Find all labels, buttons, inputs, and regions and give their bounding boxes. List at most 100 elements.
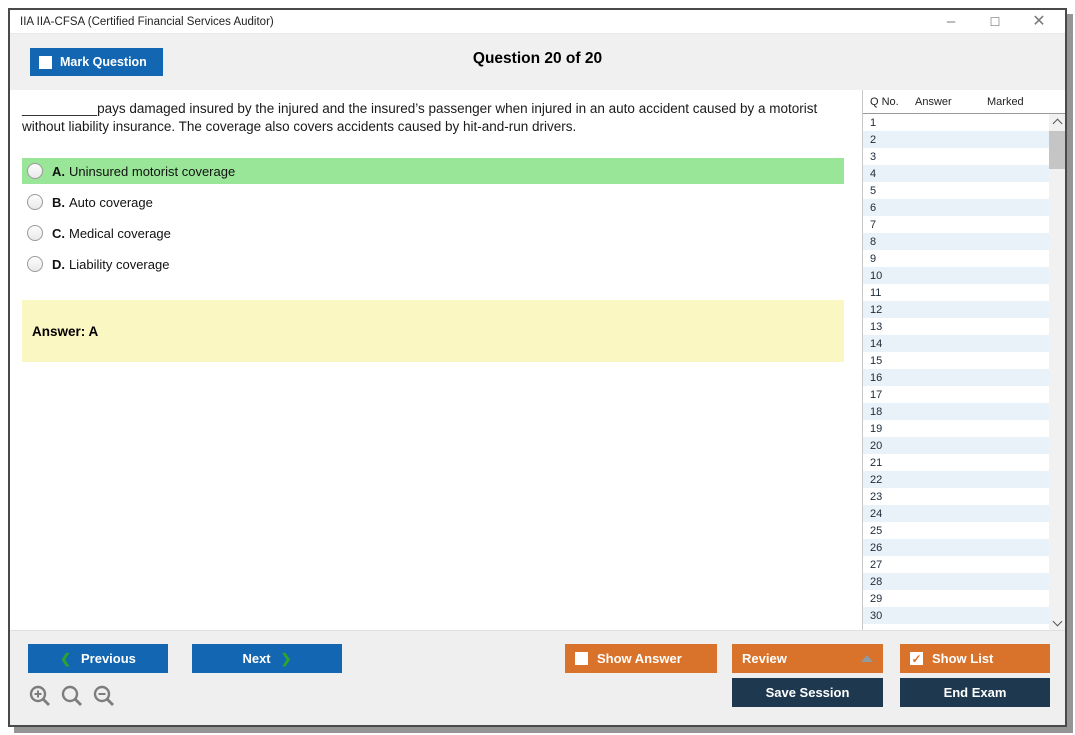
list-row[interactable]: 14 (863, 335, 1049, 352)
list-row[interactable]: 1 (863, 114, 1049, 131)
answer-option-d[interactable]: D. Liability coverage (22, 251, 844, 277)
list-row[interactable]: 2 (863, 131, 1049, 148)
option-text: Medical coverage (69, 225, 171, 241)
list-row[interactable]: 19 (863, 420, 1049, 437)
maximize-icon[interactable]: ☐ (989, 14, 1001, 29)
show-answer-button[interactable]: Show Answer (565, 644, 717, 673)
review-button[interactable]: Review (732, 644, 883, 673)
show-answer-checkbox[interactable] (575, 652, 588, 665)
mark-question-button[interactable]: Mark Question (30, 48, 163, 76)
scroll-up-icon[interactable] (1049, 114, 1065, 129)
zoom-in-icon[interactable] (28, 684, 52, 708)
row-q-no: 29 (870, 592, 883, 605)
radio-icon[interactable] (27, 256, 43, 272)
scrollbar-thumb[interactable] (1049, 131, 1065, 169)
question-text: __________pays damaged insured by the in… (22, 101, 818, 134)
column-marked: Marked (987, 95, 1024, 108)
option-text: Auto coverage (69, 194, 153, 210)
list-row[interactable]: 22 (863, 471, 1049, 488)
zoom-out-icon[interactable] (92, 684, 116, 708)
list-row[interactable]: 3 (863, 148, 1049, 165)
question-list-rows: 1 2 3 4 5 6 7 8 9 10 11 12 13 14 15 16 17 18 19 20 21 22 23 24 2… (863, 114, 1049, 630)
answer-box: Answer: A (22, 300, 844, 362)
list-row[interactable]: 18 (863, 403, 1049, 420)
list-row[interactable]: 28 (863, 573, 1049, 590)
exam-window: IIA IIA-CFSA (Certified Financial Servic… (8, 8, 1067, 727)
list-scrollbar[interactable] (1049, 114, 1065, 630)
option-letter: C. (52, 225, 65, 241)
list-row[interactable]: 15 (863, 352, 1049, 369)
chevron-right-icon: ❯ (280, 650, 292, 666)
list-row[interactable]: 23 (863, 488, 1049, 505)
list-row[interactable]: 9 (863, 250, 1049, 267)
footer-bar: ❮ Previous Next ❯ Show Answer Review ✓ S… (10, 630, 1065, 725)
row-q-no: 13 (870, 320, 883, 333)
row-q-no: 28 (870, 575, 883, 588)
show-answer-label: Show Answer (597, 651, 682, 666)
list-row[interactable]: 7 (863, 216, 1049, 233)
row-q-no: 27 (870, 558, 883, 571)
row-q-no: 6 (870, 201, 877, 214)
header-bar: Mark Question Question 20 of 20 (10, 34, 1065, 90)
row-q-no: 26 (870, 541, 883, 554)
show-list-button[interactable]: ✓ Show List (900, 644, 1050, 673)
review-label: Review (742, 651, 787, 666)
radio-icon[interactable] (27, 225, 43, 241)
close-icon[interactable]: ✕ (1032, 12, 1046, 30)
previous-button[interactable]: ❮ Previous (28, 644, 168, 673)
mark-question-label: Mark Question (60, 55, 147, 69)
radio-icon[interactable] (27, 194, 43, 210)
list-row[interactable]: 29 (863, 590, 1049, 607)
row-q-no: 19 (870, 422, 883, 435)
list-row[interactable]: 21 (863, 454, 1049, 471)
scroll-down-icon[interactable] (1049, 615, 1065, 630)
answer-option-c[interactable]: C. Medical coverage (22, 220, 844, 246)
main-area: __________pays damaged insured by the in… (10, 90, 1065, 630)
list-row[interactable]: 27 (863, 556, 1049, 573)
minimize-icon[interactable]: – (946, 12, 956, 30)
row-q-no: 20 (870, 439, 883, 452)
zoom-reset-icon[interactable] (60, 684, 84, 708)
list-row[interactable]: 5 (863, 182, 1049, 199)
row-q-no: 11 (870, 286, 882, 299)
list-row[interactable]: 13 (863, 318, 1049, 335)
answer-label: Answer: A (32, 323, 99, 339)
list-row[interactable]: 20 (863, 437, 1049, 454)
row-q-no: 17 (870, 388, 883, 401)
list-row[interactable]: 12 (863, 301, 1049, 318)
row-q-no: 3 (870, 150, 877, 163)
options-list: A. Uninsured motorist coverage B. Auto c… (22, 158, 844, 277)
row-q-no: 2 (870, 133, 877, 146)
column-answer: Answer (915, 95, 952, 108)
question-panel: __________pays damaged insured by the in… (10, 90, 862, 630)
list-row[interactable]: 6 (863, 199, 1049, 216)
row-q-no: 10 (870, 269, 883, 282)
row-q-no: 4 (870, 167, 877, 180)
list-row[interactable]: 30 (863, 607, 1049, 624)
save-session-button[interactable]: Save Session (732, 678, 883, 707)
answer-option-a[interactable]: A. Uninsured motorist coverage (22, 158, 844, 184)
row-q-no: 16 (870, 371, 883, 384)
list-row[interactable]: 10 (863, 267, 1049, 284)
next-label: Next (242, 651, 271, 666)
row-q-no: 7 (870, 218, 877, 231)
list-row[interactable]: 24 (863, 505, 1049, 522)
row-q-no: 23 (870, 490, 883, 503)
save-session-label: Save Session (765, 685, 850, 700)
list-row[interactable]: 4 (863, 165, 1049, 182)
answer-option-b[interactable]: B. Auto coverage (22, 189, 844, 215)
list-row[interactable]: 26 (863, 539, 1049, 556)
end-exam-button[interactable]: End Exam (900, 678, 1050, 707)
radio-icon[interactable] (27, 163, 43, 179)
list-row[interactable]: 16 (863, 369, 1049, 386)
list-row[interactable]: 11 (863, 284, 1049, 301)
next-button[interactable]: Next ❯ (192, 644, 342, 673)
row-q-no: 12 (870, 303, 883, 316)
list-row[interactable]: 17 (863, 386, 1049, 403)
row-q-no: 14 (870, 337, 883, 350)
list-row[interactable]: 8 (863, 233, 1049, 250)
show-list-checkbox[interactable]: ✓ (910, 652, 923, 665)
list-row[interactable]: 25 (863, 522, 1049, 539)
end-exam-label: End Exam (943, 685, 1007, 700)
mark-question-checkbox[interactable] (39, 55, 52, 69)
